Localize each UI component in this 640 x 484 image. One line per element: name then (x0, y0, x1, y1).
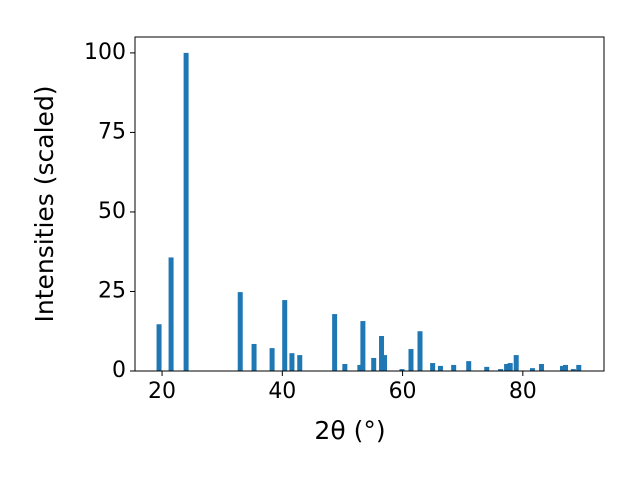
bar (408, 349, 414, 371)
bar (282, 300, 288, 371)
bar (507, 363, 513, 371)
y-tick-label: 0 (112, 358, 126, 383)
bar (237, 292, 243, 371)
bar (417, 331, 423, 371)
x-tick-label: 40 (268, 379, 296, 404)
x-axis-label: 2θ (°) (314, 416, 385, 445)
bar (430, 363, 436, 371)
bar (289, 353, 295, 371)
bar (437, 365, 443, 371)
bar (498, 369, 504, 371)
y-tick-label: 25 (98, 278, 126, 303)
bar (484, 366, 490, 371)
bar (538, 364, 544, 371)
bar (183, 52, 189, 372)
bar (576, 364, 582, 371)
bar (156, 324, 162, 371)
bar (563, 364, 569, 371)
bar (297, 355, 303, 371)
bar (382, 355, 388, 371)
x-tick-label: 80 (509, 379, 537, 404)
bar (379, 336, 385, 371)
bar (168, 257, 174, 371)
bar (251, 343, 257, 371)
bar (360, 321, 366, 371)
x-tick-label: 20 (148, 379, 176, 404)
x-tick-label: 60 (389, 379, 417, 404)
bar (371, 357, 377, 371)
bar (269, 348, 275, 371)
y-tick-label: 75 (98, 119, 126, 144)
bar (560, 365, 566, 371)
bar (570, 369, 576, 371)
y-axis-label: Intensities (scaled) (30, 85, 59, 322)
bar (504, 364, 510, 371)
bar (399, 369, 405, 371)
bar (332, 314, 338, 371)
bar (357, 364, 363, 371)
y-tick-label: 100 (84, 40, 126, 65)
y-tick-label: 50 (98, 199, 126, 224)
bar (451, 364, 457, 371)
bar (342, 364, 348, 371)
bar (529, 368, 535, 371)
plot-frame (134, 36, 605, 372)
bar (513, 355, 519, 371)
bar (466, 361, 472, 371)
